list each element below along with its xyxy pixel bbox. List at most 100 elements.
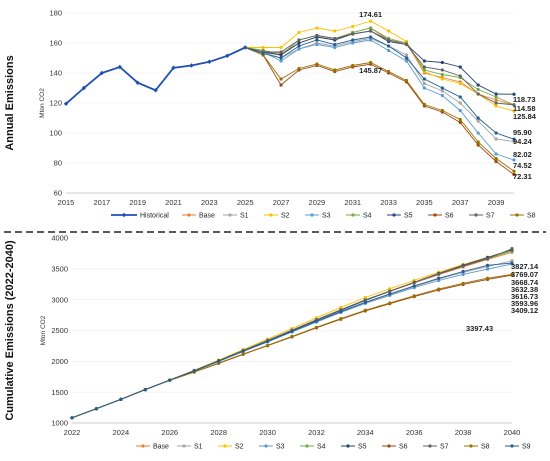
data-point-s3 <box>297 47 301 51</box>
data-point-s3 <box>315 42 319 47</box>
series-s5 <box>70 248 514 420</box>
legend-item-s8: S8 <box>464 444 490 451</box>
y-tick-label: 120 <box>49 99 62 108</box>
legend-item-historical: Historical <box>111 213 169 220</box>
data-point-s1 <box>494 137 498 141</box>
data-point-s8 <box>512 169 516 173</box>
data-point-s7 <box>422 65 426 69</box>
series-line-s8 <box>245 47 515 172</box>
data-point-s3 <box>333 45 337 50</box>
data-point-s9 <box>351 38 355 42</box>
data-point-s9 <box>510 261 514 265</box>
data-point-s9 <box>315 38 319 42</box>
data-point-s7 <box>494 101 498 105</box>
data-point-s9 <box>386 44 391 48</box>
data-point-s3 <box>458 108 462 113</box>
data-point-s7 <box>412 280 416 284</box>
data-point-s3 <box>440 93 444 98</box>
data-point-s2 <box>315 26 319 30</box>
data-point-s5 <box>512 92 516 96</box>
data-point-s9 <box>333 42 337 47</box>
x-tick-label: 2021 <box>165 198 182 207</box>
legend-item-s8: S8 <box>510 213 536 220</box>
data-label: 174.61 <box>359 10 382 19</box>
data-label: 3769.07 <box>511 270 538 279</box>
legend-swatch-marker <box>433 213 437 217</box>
data-point-historical <box>153 88 158 93</box>
data-point-s3 <box>386 48 391 53</box>
data-point-s7 <box>440 68 444 72</box>
x-tick-label: 2026 <box>161 428 178 437</box>
x-tick-label: 2038 <box>455 428 472 437</box>
data-point-s8 <box>386 69 391 74</box>
data-point-s9 <box>412 284 416 288</box>
x-tick-label: 2017 <box>93 198 110 207</box>
data-label: 3827.14 <box>511 262 539 271</box>
legend-label: S4 <box>363 213 372 220</box>
data-point-s4 <box>440 72 444 77</box>
data-point-s6 <box>458 120 462 125</box>
legend-swatch-marker <box>269 213 273 217</box>
series-s1 <box>70 259 514 420</box>
data-point-s4 <box>494 95 498 99</box>
data-point-historical <box>81 85 87 91</box>
legend-swatch-marker <box>515 213 519 217</box>
data-point-s7 <box>351 32 355 36</box>
data-point-s8 <box>297 66 301 71</box>
x-tick-label: 2031 <box>344 198 361 207</box>
legend-swatch-marker <box>474 213 478 217</box>
data-point-s8 <box>437 287 441 291</box>
data-label: 95.90 <box>513 128 532 137</box>
data-point-s9 <box>143 388 147 392</box>
data-label: 3593.96 <box>511 299 538 308</box>
data-label: 72.31 <box>513 172 532 181</box>
data-point-s2 <box>297 30 301 35</box>
data-point-s8 <box>369 60 373 65</box>
legend-item-base: Base <box>182 213 215 220</box>
data-point-s9 <box>279 56 283 60</box>
y-axis-unit: Mton CO2 <box>40 315 47 345</box>
x-tick-label: 2034 <box>357 428 374 437</box>
y-tick-label: 1500 <box>51 388 68 397</box>
legend-swatch-marker <box>346 444 350 448</box>
data-point-s8 <box>494 156 498 161</box>
data-point-s7 <box>485 257 490 261</box>
data-point-s9 <box>243 45 247 50</box>
data-point-s9 <box>440 86 444 90</box>
data-point-s1 <box>458 101 462 105</box>
legend-swatch-marker <box>510 444 514 448</box>
data-point-s1 <box>512 140 516 144</box>
data-label: 82.02 <box>513 150 532 159</box>
data-point-s9 <box>168 378 172 382</box>
data-point-s8 <box>485 276 490 280</box>
data-point-s9 <box>404 56 409 60</box>
data-point-s8 <box>314 325 319 329</box>
data-label: 74.52 <box>513 161 532 170</box>
data-label: 3409.12 <box>511 306 538 315</box>
legend: HistoricalBaseS1S2S3S4S5S6S7S8S9 <box>111 213 536 220</box>
legend-label: S5 <box>404 213 413 220</box>
x-tick-label: 2033 <box>380 198 397 207</box>
legend-item-s1: S1 <box>177 444 203 451</box>
data-point-s8 <box>339 316 343 321</box>
data-point-base <box>494 98 498 102</box>
data-label: 118.73 <box>513 95 536 104</box>
data-point-s7 <box>279 50 283 54</box>
data-point-historical <box>135 80 140 85</box>
legend-item-s6: S6 <box>428 213 454 220</box>
data-point-s7 <box>297 38 301 42</box>
data-point-s9 <box>437 276 441 280</box>
cumulative-emissions-panel: 1000 1500 2000 2500 3000 3500 4000 2022 2024 2026… <box>4 234 539 451</box>
data-point-s3 <box>351 41 355 45</box>
data-point-s8 <box>241 352 245 356</box>
data-point-s9 <box>461 269 465 274</box>
legend-item-s9: S9 <box>505 444 531 451</box>
legend-label: S6 <box>445 213 454 220</box>
data-point-s8 <box>315 62 319 66</box>
data-point-s1 <box>422 81 426 86</box>
legend-swatch-marker <box>428 444 432 448</box>
series-line-s2 <box>245 20 515 112</box>
data-point-s9 <box>290 329 294 334</box>
series-line-s3 <box>245 39 515 161</box>
